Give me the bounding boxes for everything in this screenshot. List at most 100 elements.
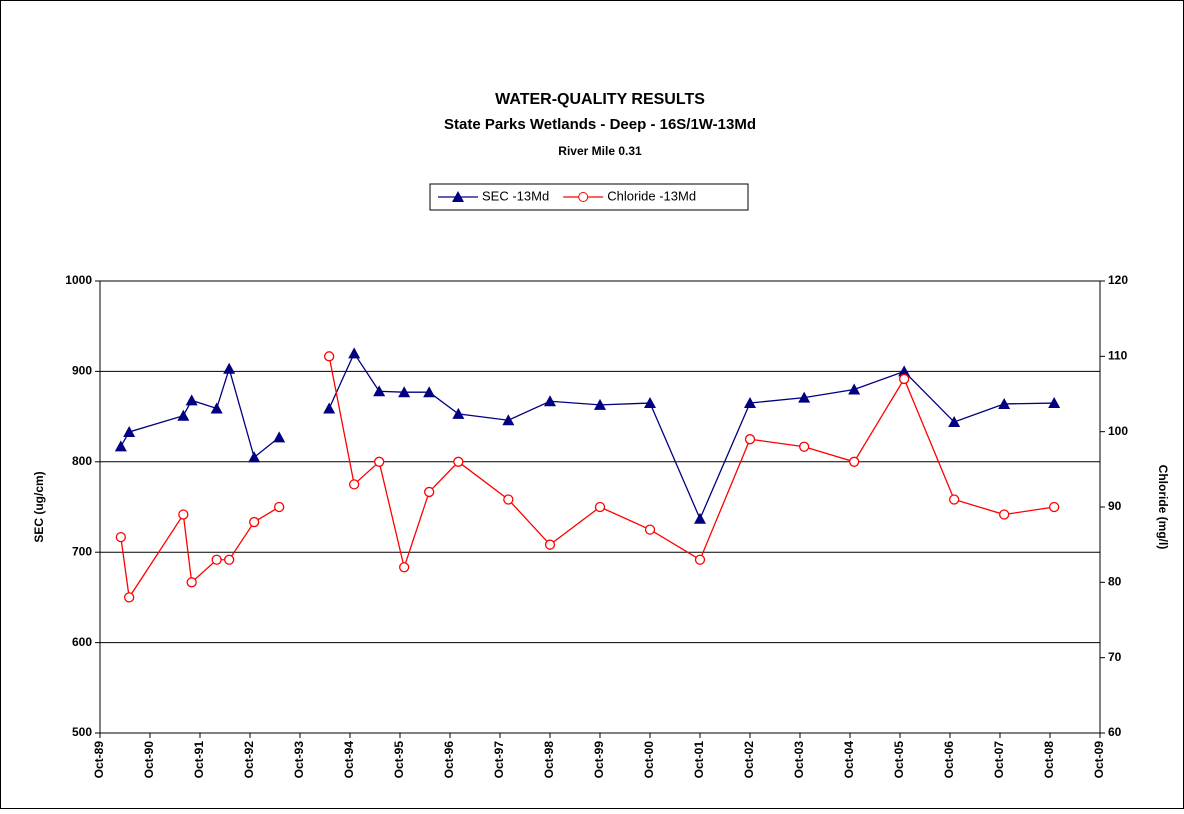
marker (273, 431, 286, 443)
x-tick-label: Oct-97 (492, 741, 506, 779)
annotation: River Mile 0.31 (558, 144, 642, 158)
x-tick-label: Oct-93 (292, 741, 306, 779)
x-tick-label: Oct-95 (392, 741, 406, 779)
x-tick-label: Oct-02 (742, 741, 756, 779)
marker (544, 395, 556, 407)
marker (248, 451, 261, 463)
y2-tick-label: 90 (1108, 499, 1122, 513)
marker (1049, 501, 1060, 513)
series-line (120, 351, 1055, 521)
marker (848, 383, 861, 395)
marker (124, 592, 135, 603)
marker (453, 456, 464, 467)
marker (211, 554, 222, 565)
marker (178, 509, 189, 520)
y-axis-label: SEC (ug/cm) (32, 471, 46, 542)
x-tick-label: Oct-05 (892, 741, 906, 779)
marker (185, 394, 198, 406)
marker (949, 494, 960, 505)
marker (223, 362, 236, 374)
marker (424, 486, 435, 498)
x-tick-label: Oct-03 (792, 741, 806, 779)
marker (999, 509, 1010, 520)
marker (948, 416, 961, 428)
y2-tick-label: 120 (1108, 273, 1128, 287)
legend-label: Chloride -13Md (607, 188, 696, 203)
marker (373, 385, 386, 397)
y2-axis-label: Chloride (mg/l) (1156, 465, 1170, 550)
marker (899, 373, 910, 385)
marker (644, 524, 656, 535)
marker (249, 516, 260, 528)
marker (644, 397, 656, 409)
y-tick-label: 800 (72, 454, 92, 468)
y2-tick-label: 70 (1108, 650, 1122, 664)
marker (349, 479, 360, 490)
y2-tick-label: 60 (1108, 725, 1122, 739)
y2-tick-label: 100 (1108, 424, 1128, 438)
x-tick-label: Oct-07 (992, 741, 1006, 779)
legend: SEC -13Md Chloride -13Md (429, 183, 749, 211)
marker (224, 554, 235, 565)
x-tick-label: Oct-89 (92, 741, 106, 779)
x-tick-label: Oct-90 (142, 741, 156, 779)
y-tick-label: 900 (72, 364, 92, 378)
marker (177, 409, 190, 421)
marker (348, 347, 361, 359)
marker (594, 398, 606, 410)
series-line (120, 356, 1055, 600)
marker (374, 456, 385, 467)
marker (898, 365, 911, 377)
legend-label: SEC -13Md (482, 188, 549, 203)
plot-frame (99, 280, 1101, 734)
marker (744, 434, 756, 445)
chart-subtitle: State Parks Wetlands - Deep - 16S/1W-13M… (444, 116, 756, 133)
marker (114, 440, 127, 452)
marker (399, 562, 410, 573)
marker (123, 425, 136, 437)
marker (1048, 397, 1061, 409)
marker (998, 397, 1011, 409)
marker (594, 501, 606, 513)
marker (502, 414, 515, 426)
marker (115, 531, 126, 543)
x-tick-label: Oct-09 (1092, 741, 1106, 779)
marker (423, 386, 436, 398)
x-tick-label: Oct-94 (342, 741, 356, 779)
y-tick-label: 600 (72, 635, 92, 649)
y-tick-label: 700 (72, 544, 92, 558)
marker (210, 402, 223, 414)
marker (323, 402, 336, 414)
x-tick-label: Oct-91 (192, 741, 206, 779)
chart-title: WATER-QUALITY RESULTS (495, 91, 705, 108)
marker (744, 397, 756, 409)
marker (694, 512, 706, 524)
y-tick-label: 500 (72, 725, 92, 739)
marker (849, 456, 860, 467)
marker (798, 391, 811, 403)
legend-marker (578, 192, 589, 202)
y2-tick-label: 110 (1108, 349, 1128, 363)
x-tick-label: Oct-04 (842, 741, 856, 779)
x-tick-label: Oct-01 (692, 741, 706, 779)
marker (544, 539, 556, 550)
marker (398, 386, 411, 398)
x-tick-label: Oct-06 (942, 741, 956, 779)
x-tick-label: Oct-99 (592, 741, 606, 779)
marker (694, 554, 706, 565)
x-tick-label: Oct-00 (642, 741, 656, 779)
marker (274, 501, 285, 513)
x-tick-label: Oct-92 (242, 741, 256, 779)
x-tick-label: Oct-08 (1042, 741, 1056, 779)
marker (324, 351, 335, 362)
x-tick-label: Oct-98 (542, 741, 556, 779)
y2-tick-label: 80 (1108, 575, 1122, 589)
marker (503, 494, 514, 505)
x-tick-label: Oct-96 (442, 741, 456, 779)
legend-marker (452, 191, 464, 202)
marker (186, 577, 197, 588)
marker (452, 407, 465, 419)
y-tick-label: 1000 (65, 273, 92, 287)
marker (799, 441, 810, 452)
